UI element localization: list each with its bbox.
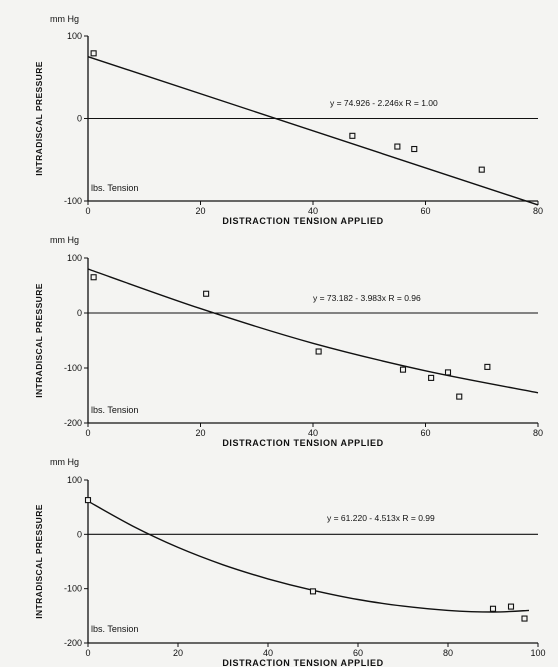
x-tick-label: 40 bbox=[308, 428, 318, 438]
y-tick-label: 100 bbox=[67, 253, 82, 263]
x-axis-title: DISTRACTION TENSION APPLIED bbox=[222, 658, 383, 667]
data-point bbox=[444, 369, 452, 376]
y-tick-label: 0 bbox=[77, 114, 82, 124]
data-point bbox=[521, 615, 528, 622]
data-point bbox=[203, 290, 210, 297]
data-point bbox=[428, 374, 435, 381]
data-point bbox=[507, 603, 515, 610]
y-tick-label: 100 bbox=[67, 31, 82, 41]
x-tick-label: 100 bbox=[530, 648, 545, 658]
tension-note: lbs. Tension bbox=[91, 405, 138, 415]
unit-label: mm Hg bbox=[50, 235, 79, 245]
fit-equation: y = 74.926 - 2.246x R = 1.00 bbox=[330, 98, 438, 108]
fit-curve bbox=[87, 268, 539, 394]
y-tick-label: 0 bbox=[77, 308, 82, 318]
y-tick-label: -200 bbox=[64, 638, 82, 648]
data-point bbox=[90, 50, 97, 57]
data-point bbox=[489, 605, 497, 612]
y-axis-title: INTRADISCAL PRESSURE bbox=[34, 61, 44, 176]
x-tick-label: 20 bbox=[195, 428, 205, 438]
x-tick-label: 60 bbox=[420, 206, 430, 216]
x-tick-label: 20 bbox=[173, 648, 183, 658]
data-point bbox=[315, 348, 322, 355]
data-point bbox=[399, 366, 407, 373]
x-axis-title: DISTRACTION TENSION APPLIED bbox=[222, 216, 383, 226]
fit-equation: y = 61.220 - 4.513x R = 0.99 bbox=[327, 513, 435, 523]
y-tick-label: -100 bbox=[64, 584, 82, 594]
data-point bbox=[411, 145, 418, 153]
x-tick-label: 0 bbox=[85, 648, 90, 658]
tension-note: lbs. Tension bbox=[91, 624, 138, 634]
x-tick-label: 80 bbox=[533, 428, 543, 438]
x-tick-label: 60 bbox=[353, 648, 363, 658]
data-point bbox=[90, 274, 97, 281]
chart-bottom: -200 -100 0 100 0 20 40 60 80 100 mm Hg INTRADISCAL… bbox=[34, 457, 546, 667]
x-tick-label: 60 bbox=[420, 428, 430, 438]
x-tick-label: 80 bbox=[443, 648, 453, 658]
x-tick-label: 80 bbox=[533, 206, 543, 216]
unit-label: mm Hg bbox=[50, 457, 79, 467]
x-tick-label: 0 bbox=[85, 206, 90, 216]
unit-label: mm Hg bbox=[50, 14, 79, 24]
fit-equation: y = 73.182 - 3.983x R = 0.96 bbox=[313, 293, 421, 303]
x-tick-label: 40 bbox=[263, 648, 273, 658]
tension-note: lbs. Tension bbox=[91, 183, 138, 193]
y-tick-label: -100 bbox=[64, 196, 82, 206]
y-tick-label: -100 bbox=[64, 363, 82, 373]
chart-middle: -200 -100 0 100 0 20 40 60 80 mm Hg INTRADISCAL PR… bbox=[34, 235, 543, 448]
data-point bbox=[394, 143, 401, 150]
y-axis-title: INTRADISCAL PRESSURE bbox=[34, 283, 44, 398]
y-axis-title: INTRADISCAL PRESSURE bbox=[34, 504, 44, 619]
x-tick-label: 0 bbox=[85, 428, 90, 438]
data-point bbox=[484, 363, 491, 370]
data-point bbox=[478, 166, 485, 173]
y-tick-label: 100 bbox=[67, 475, 82, 485]
x-tick-label: 20 bbox=[195, 206, 205, 216]
x-tick-label: 40 bbox=[308, 206, 318, 216]
fit-line bbox=[87, 56, 539, 206]
data-point bbox=[456, 393, 463, 400]
x-axis-title: DISTRACTION TENSION APPLIED bbox=[222, 438, 383, 448]
y-tick-label: -200 bbox=[64, 418, 82, 428]
fit-curve bbox=[87, 500, 530, 613]
data-point bbox=[84, 497, 92, 504]
y-tick-label: 0 bbox=[77, 529, 82, 539]
data-point bbox=[349, 132, 356, 139]
data-point bbox=[309, 588, 317, 595]
